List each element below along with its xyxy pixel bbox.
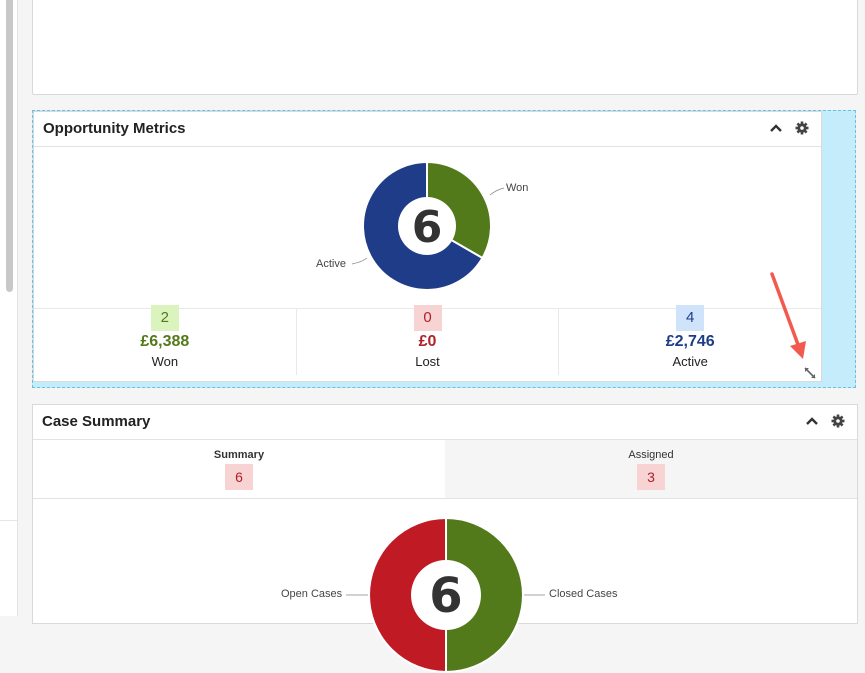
metric-value: £2,746: [665, 333, 715, 350]
panel-header: Opportunity Metrics: [34, 112, 821, 147]
donut-label-open-cases: Open Cases: [281, 588, 343, 600]
opportunity-donut-chart: 6: [362, 161, 492, 291]
metric-label: Won: [151, 354, 179, 369]
metric-value: £6,388: [140, 333, 190, 350]
metric-label: Active: [672, 354, 708, 369]
metric-lost[interactable]: 0 £0 Lost: [295, 305, 559, 375]
case-summary-panel: Case Summary Summary 6 Assigned 3 6 Open…: [32, 404, 858, 673]
collapse-chevron-up-icon[interactable]: [805, 416, 819, 426]
donut-label-closed-cases: Closed Cases: [549, 588, 618, 600]
top-dashlet-panel: [32, 0, 858, 95]
gear-icon[interactable]: [795, 121, 809, 135]
metric-active[interactable]: 4 £2,746 Active: [558, 305, 821, 375]
donut-leader-lines: [346, 594, 545, 596]
count-badge: 4: [676, 305, 705, 331]
tab-summary[interactable]: Summary 6: [33, 440, 445, 498]
opportunity-metrics-panel: Opportunity Metrics 6 Won Active 2 £6,38…: [33, 111, 822, 382]
scrollbar-thumb[interactable]: [6, 0, 13, 292]
tab-assigned[interactable]: Assigned 3: [445, 440, 857, 498]
count-badge: 3: [637, 464, 665, 490]
resize-diagonal-icon[interactable]: [803, 366, 817, 385]
count-badge: 0: [413, 305, 442, 331]
header-icons: [769, 121, 809, 135]
collapse-chevron-up-icon[interactable]: [769, 123, 783, 133]
metric-won[interactable]: 2 £6,388 Won: [34, 305, 296, 375]
metrics-row: 2 £6,388 Won 0 £0 Lost 4 £2,746 Active: [34, 305, 821, 375]
metric-value: £0: [418, 333, 437, 350]
tab-label: Summary: [213, 449, 265, 461]
panel-title: Opportunity Metrics: [43, 120, 186, 137]
donut-leader-lines: [351, 187, 505, 265]
tab-label: Assigned: [628, 449, 674, 461]
donut-hole: [398, 197, 456, 255]
donut-label-won: Won: [506, 182, 529, 194]
count-badge: 2: [150, 305, 179, 331]
header-icons: [805, 414, 845, 428]
case-tabs: Summary 6 Assigned 3: [33, 440, 857, 499]
left-scrollbar[interactable]: [0, 0, 18, 616]
count-badge: 6: [225, 464, 253, 490]
donut-hole: [411, 560, 481, 630]
red-arrow-annotation: [770, 272, 806, 359]
donut-label-active: Active: [316, 258, 346, 270]
donut-center-total: 6: [429, 568, 462, 624]
divider: [0, 520, 17, 521]
panel-title: Case Summary: [42, 413, 151, 430]
donut-center-total: 6: [412, 202, 443, 253]
gear-icon[interactable]: [831, 414, 845, 428]
metric-label: Lost: [415, 354, 440, 369]
panel-header: Case Summary: [33, 405, 857, 440]
